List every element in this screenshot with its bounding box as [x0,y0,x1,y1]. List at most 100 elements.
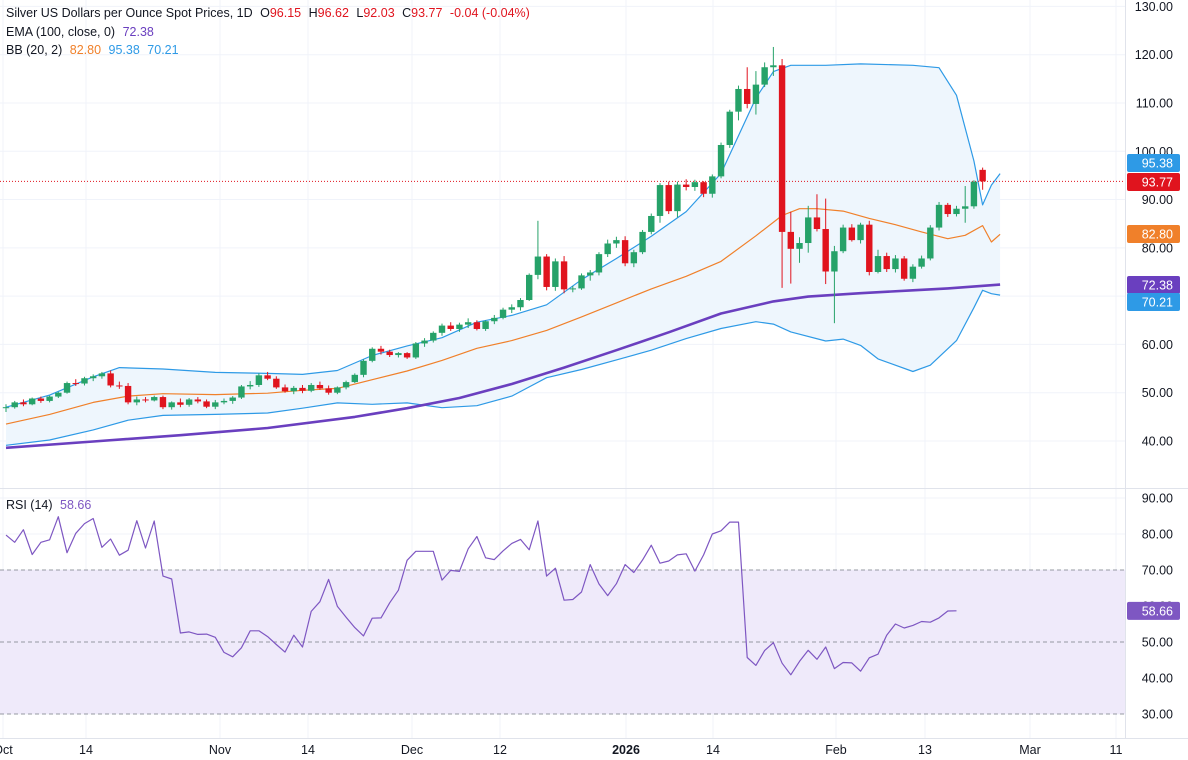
candle-body [142,399,149,401]
candle-body [412,343,420,358]
candle-body [421,340,428,344]
candle-body [613,240,620,244]
candle [578,273,585,290]
price-badge-bg [1127,173,1180,191]
candle-body [935,204,943,228]
candle [534,220,542,280]
candle-body [970,181,978,207]
candle [464,318,472,329]
candle-body [255,375,263,385]
candle-body [212,402,219,407]
candle [46,395,53,403]
candle-body [482,321,489,329]
candle [281,384,289,393]
candle [726,109,733,148]
candle-body [543,256,550,287]
candle [569,285,576,293]
price-tick-label: 130.00 [1135,0,1173,14]
candle [28,397,36,406]
candle-body [334,387,341,393]
time-tick-label: Feb [825,743,847,757]
candle [953,205,960,217]
candle [194,397,202,404]
low-value: 92.03 [363,6,395,20]
candle-body [787,231,794,249]
candle [107,370,114,388]
candle-body [124,385,132,403]
candle [752,71,760,115]
candle [342,380,350,390]
candle [290,385,297,395]
candle-body [464,322,472,325]
candlestick-series [2,46,986,413]
candle [403,352,411,359]
candle [133,396,140,406]
candle [377,345,385,355]
candle-body [491,317,498,322]
rsi-line [5,516,957,676]
candle [787,211,794,284]
price-tick-label: 120.00 [1135,48,1173,62]
candle [238,384,245,399]
candle-body [778,65,786,232]
bb-lower-line [5,289,1001,446]
open-value: 96.15 [269,6,302,20]
candle-body [159,397,167,408]
candle [142,397,149,403]
candle [98,371,106,379]
price-tick-label: 90.00 [1142,193,1173,207]
candle-body [238,386,245,398]
candle [212,399,219,410]
candle [395,352,402,358]
candle [857,222,864,244]
candle [421,338,428,347]
candle-body [299,387,306,391]
candle-body [72,383,79,385]
candle-body [46,396,53,401]
candle-body [369,348,376,361]
high-value: 96.62 [317,6,349,20]
candle-body [360,360,367,375]
candle-body [316,384,324,389]
candle [813,194,821,232]
candle [700,181,707,198]
candle [709,174,716,198]
candle-body [290,387,297,392]
price-badge-text: 70.21 [1142,296,1173,310]
candle [273,376,280,389]
candle-body [229,397,236,401]
candle [874,249,882,274]
price-badge-bb-lower: 70.21 [1127,293,1180,311]
bb-lower-value: 70.21 [147,43,179,57]
candle-body [918,258,925,267]
candle [918,255,925,269]
price-badge-bg [1127,276,1180,294]
candle [909,264,917,283]
legend-ema-row: EMA (100, close, 0) 72.38 [6,25,158,39]
candle [691,179,699,191]
candle [63,381,71,394]
candle [979,167,986,190]
price-badge-close: 93.77 [1127,173,1180,191]
candle-body [281,387,289,392]
candle [770,46,777,76]
candle [473,320,481,331]
price-badge-text: 93.77 [1142,176,1173,190]
candle-body [770,65,777,68]
candle [604,239,611,258]
candle [682,179,690,191]
candle [151,395,158,402]
candle [177,398,184,408]
candle [665,181,672,215]
candle [491,314,498,325]
rsi-tick-label: 70.00 [1142,564,1173,578]
candle [508,304,515,314]
candle [81,376,88,386]
candle [11,400,18,409]
candle-body [473,322,481,329]
candle [935,201,943,231]
bollinger-fill-area [6,63,1001,446]
candle [334,386,341,395]
candle-body [430,332,437,341]
